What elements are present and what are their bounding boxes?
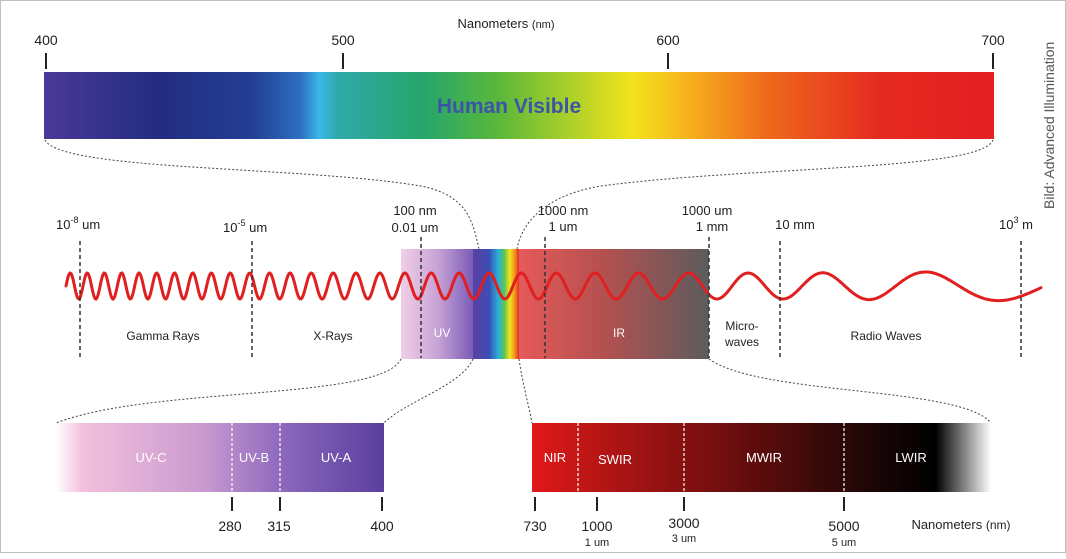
visible-band-label: Human Visible — [437, 95, 581, 118]
visible-region-narrow — [473, 249, 519, 359]
connector-visible-right — [516, 139, 994, 250]
connector-ir-right — [708, 358, 992, 424]
ir-detail-bar — [532, 423, 991, 492]
band-swir: SWIR — [598, 452, 632, 467]
top-tick-label-400: 400 — [34, 32, 58, 48]
scale-label-1um: 1 um — [549, 219, 578, 234]
ir-tick-3000: 3000 — [668, 515, 699, 531]
ir-region — [519, 249, 709, 359]
region-uv: UV — [434, 326, 451, 340]
region-gamma-rays: Gamma Rays — [126, 329, 199, 343]
connector-ir-left — [518, 358, 533, 424]
ir-tick-1000-sub: 1 um — [585, 537, 609, 549]
connector-visible-left — [44, 139, 480, 250]
region-ir: IR — [613, 326, 625, 340]
scale-label-100nm: 100 nm — [393, 203, 436, 218]
region-microwaves-2: waves — [724, 335, 759, 349]
scale-label-1000nm: 1000 nm — [538, 203, 589, 218]
ir-axis-title: Nanometers (nm) — [911, 517, 1010, 532]
band-uv-c: UV-C — [135, 450, 166, 465]
scale-label-10mm: 10 mm — [775, 217, 815, 232]
band-lwir: LWIR — [895, 450, 927, 465]
top-tick-label-700: 700 — [981, 32, 1005, 48]
connector-uv-right — [383, 358, 474, 424]
top-axis-title: Nanometers (nm) — [457, 16, 554, 31]
ir-tick-3000-sub: 3 um — [672, 533, 696, 545]
ir-detail-dividers — [577, 423, 845, 492]
band-uv-b: UV-B — [239, 450, 269, 465]
visible-spectrum-bar — [44, 72, 994, 139]
uv-tick-315: 315 — [267, 518, 291, 534]
ir-detail-ticks — [534, 497, 845, 511]
scale-label-1mm: 1 mm — [696, 219, 729, 234]
scale-label-001um: 0.01 um — [392, 220, 439, 235]
ir-tick-5000-sub: 5 um — [832, 537, 856, 549]
region-x-rays: X-Rays — [313, 329, 352, 343]
region-radio-waves: Radio Waves — [851, 329, 922, 343]
uv-tick-280: 280 — [218, 518, 242, 534]
top-tick-label-500: 500 — [331, 32, 355, 48]
uv-detail-ticks — [231, 497, 383, 511]
scale-label-1e-5: 10-5 um — [223, 218, 267, 235]
uv-detail-dividers — [231, 423, 281, 492]
top-tick-label-600: 600 — [656, 32, 680, 48]
band-uv-a: UV-A — [321, 450, 352, 465]
uv-detail-bar — [56, 423, 384, 492]
wave-line — [64, 270, 1043, 303]
ir-tick-1000: 1000 — [581, 518, 612, 534]
ir-tick-730: 730 — [523, 518, 547, 534]
band-nir: NIR — [544, 450, 566, 465]
region-microwaves-1: Micro- — [725, 319, 758, 333]
ir-tick-5000: 5000 — [828, 518, 859, 534]
uv-tick-400: 400 — [370, 518, 394, 534]
top-axis-ticks — [45, 53, 994, 69]
scale-label-1e-8: 10-8 um — [56, 215, 100, 232]
scale-label-1e3m: 103 m — [999, 215, 1033, 232]
boundary-lines — [79, 237, 1022, 358]
uv-region — [401, 249, 473, 359]
band-mwir: MWIR — [746, 450, 782, 465]
scale-label-1000um: 1000 um — [682, 203, 733, 218]
image-credit: Bild: Advanced Illumination — [1041, 41, 1057, 209]
connector-uv-left — [55, 358, 402, 424]
